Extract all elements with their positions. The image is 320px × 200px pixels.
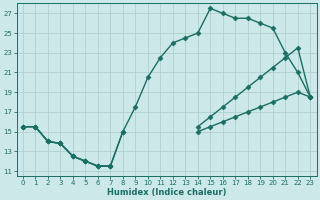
X-axis label: Humidex (Indice chaleur): Humidex (Indice chaleur) xyxy=(107,188,226,197)
